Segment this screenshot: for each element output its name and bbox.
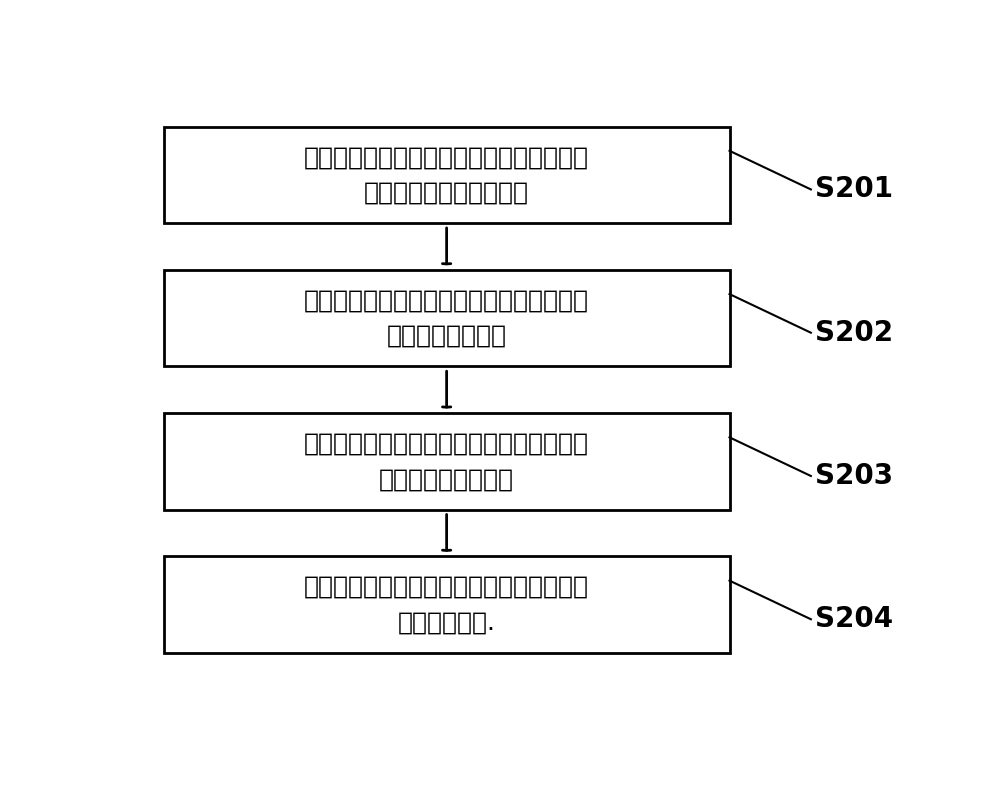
Text: S204: S204 — [815, 605, 893, 633]
Text: 根据所述异常判断结果的停留时长，进行待
机或关机操作.: 根据所述异常判断结果的停留时长，进行待 机或关机操作. — [304, 575, 589, 634]
Bar — [164, 413, 730, 510]
Bar — [164, 270, 730, 366]
Text: S202: S202 — [815, 319, 893, 347]
Text: S201: S201 — [815, 176, 893, 203]
Text: 根据异常判断结果，对所述计算机主板进行
限流和降耗处理；: 根据异常判断结果，对所述计算机主板进行 限流和降耗处理； — [304, 289, 589, 348]
Text: 对计算机主板的输入端和输出端之间的电流
差进行实时监测和判断；: 对计算机主板的输入端和输出端之间的电流 差进行实时监测和判断； — [304, 146, 589, 205]
Text: 根据判断结果的转变，对所述计算机主板的
电流进行对应转化；: 根据判断结果的转变，对所述计算机主板的 电流进行对应转化； — [304, 432, 589, 491]
Text: S203: S203 — [815, 462, 893, 490]
Bar — [164, 557, 730, 653]
Bar — [164, 127, 730, 223]
